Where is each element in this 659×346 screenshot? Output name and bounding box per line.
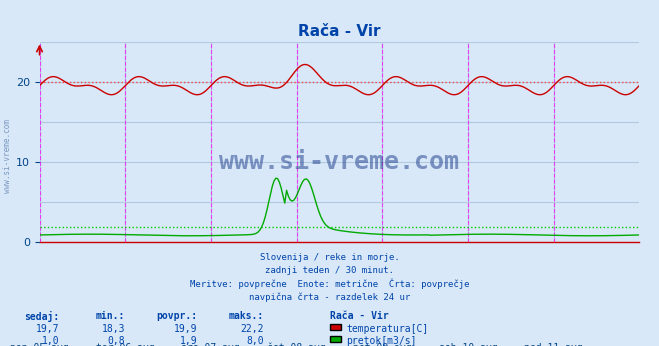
Text: temperatura[C]: temperatura[C] [346, 324, 428, 334]
Text: Meritve: povprečne  Enote: metrične  Črta: povprečje: Meritve: povprečne Enote: metrične Črta:… [190, 279, 469, 289]
Text: sob 10 avg: sob 10 avg [438, 343, 498, 346]
Text: 19,7: 19,7 [36, 324, 59, 334]
Text: 8,0: 8,0 [246, 336, 264, 346]
Text: pet 09 avg: pet 09 avg [353, 343, 412, 346]
Text: min.:: min.: [96, 311, 125, 321]
Text: sedaj:: sedaj: [24, 311, 59, 322]
Text: 18,3: 18,3 [101, 324, 125, 334]
Text: pon 05 avg: pon 05 avg [10, 343, 69, 346]
Text: čet 08 avg: čet 08 avg [267, 343, 326, 346]
Text: navpična črta - razdelek 24 ur: navpična črta - razdelek 24 ur [249, 292, 410, 301]
Text: sre 07 avg: sre 07 avg [181, 343, 241, 346]
Text: www.si-vreme.com: www.si-vreme.com [3, 119, 13, 193]
Text: 22,2: 22,2 [240, 324, 264, 334]
Text: 0,8: 0,8 [107, 336, 125, 346]
Text: ned 11 avg: ned 11 avg [524, 343, 583, 346]
Text: zadnji teden / 30 minut.: zadnji teden / 30 minut. [265, 266, 394, 275]
Text: povpr.:: povpr.: [157, 311, 198, 321]
Text: 1,0: 1,0 [42, 336, 59, 346]
Text: tor 06 avg: tor 06 avg [96, 343, 155, 346]
FancyBboxPatch shape [330, 324, 341, 330]
Text: Slovenija / reke in morje.: Slovenija / reke in morje. [260, 253, 399, 262]
Text: maks.:: maks.: [229, 311, 264, 321]
Text: 19,9: 19,9 [174, 324, 198, 334]
Text: pretok[m3/s]: pretok[m3/s] [346, 336, 416, 346]
Text: www.si-vreme.com: www.si-vreme.com [219, 150, 459, 174]
Text: 1,9: 1,9 [180, 336, 198, 346]
Title: Rača - Vir: Rača - Vir [298, 24, 381, 39]
Text: Rača - Vir: Rača - Vir [330, 311, 388, 321]
FancyBboxPatch shape [330, 336, 341, 342]
